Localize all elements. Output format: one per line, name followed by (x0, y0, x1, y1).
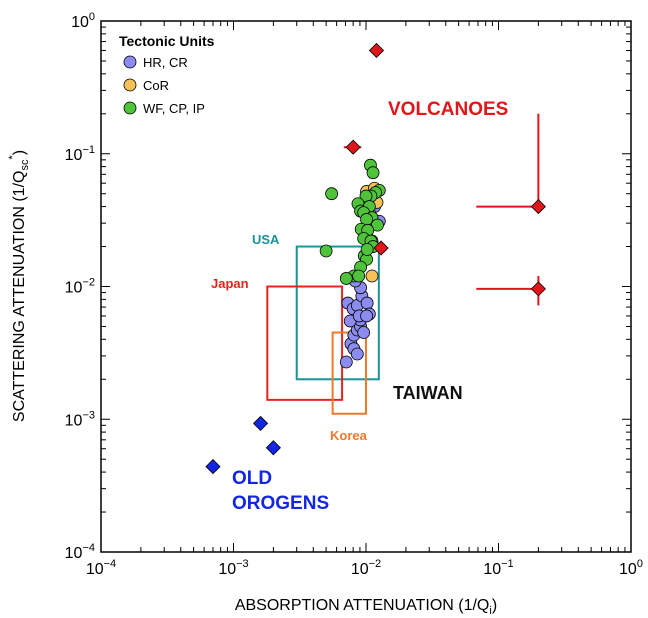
y-tick-label: 10−1 (65, 144, 95, 164)
x-tick-label: 10−4 (86, 558, 116, 578)
x-tick-label: 10−2 (351, 558, 381, 578)
region-boxes (266, 245, 380, 415)
x-tick-label: 10−1 (483, 558, 513, 578)
x-tick-label: 100 (619, 558, 643, 578)
point-wf-cp-ip (339, 272, 353, 285)
annotation-orogens: OROGENS (232, 493, 329, 514)
legend-title: Tectonic Units (119, 33, 215, 49)
point-wf-cp-ip (371, 218, 384, 232)
y-axis-title: SCATTERING ATTENUATION (1/Qsc*) (7, 150, 31, 422)
region-box-usa (295, 245, 380, 381)
y-axis-title-close: ) (11, 150, 28, 155)
y-tick-label: 10−4 (65, 542, 95, 562)
annotation-volcanoes: VOLCANOES (388, 99, 508, 120)
point-volcanoes (373, 240, 389, 256)
annotation-taiwan: TAIWAN (393, 383, 463, 403)
legend-label-cor: CoR (143, 78, 169, 93)
point-cor (365, 269, 379, 283)
point-volcanoes (530, 199, 546, 215)
legend-marker-hr-cr (123, 55, 137, 69)
x-axis-title-subscript: i (489, 605, 491, 617)
point-hr-cr (360, 296, 374, 310)
y-tick-label: 100 (71, 11, 95, 31)
point-wf-cp-ip (366, 166, 380, 180)
y-axis-title-superscript: * (7, 155, 19, 160)
x-tick-label: 10−3 (218, 558, 248, 578)
region-label-korea: Korea (330, 428, 368, 443)
legend-label-hr-cr: HR, CR (143, 55, 188, 70)
point-hr-cr (360, 309, 373, 323)
region-label-usa: USA (252, 232, 280, 247)
point-old-orogens (205, 459, 221, 475)
point-wf-cp-ip (360, 243, 374, 256)
point-hr-cr (339, 355, 353, 369)
legend-label-wf-cp-ip: WF, CP, IP (143, 101, 205, 116)
region-label-japan: Japan (211, 276, 249, 291)
point-wf-cp-ip (352, 269, 366, 283)
point-hr-cr (357, 326, 371, 339)
y-tick-label: 10−2 (65, 277, 95, 297)
region-box-japan (266, 285, 344, 401)
data-points (205, 42, 546, 475)
point-volcanoes (345, 139, 361, 155)
point-volcanoes (530, 281, 546, 297)
y-tick-label: 10−3 (65, 409, 95, 429)
point-old-orogens (265, 440, 281, 456)
point-wf-cp-ip (319, 244, 333, 258)
y-axis-title-subscript: sc (19, 159, 31, 171)
annotation-old: OLD (232, 468, 272, 489)
point-hr-cr (350, 347, 364, 361)
legend-marker-wf-cp-ip (123, 101, 137, 115)
axis-ticks: 10−4 10−3 10−2 10−1 100 10−4 10−3 10−2 10−1 100 (65, 11, 643, 578)
legend-marker-cor (123, 78, 137, 92)
x-axis-title: ABSORPTION ATTENUATION (1/Qi) (235, 597, 497, 617)
point-volcanoes (368, 42, 385, 59)
x-axis-title-close: ) (492, 597, 497, 614)
legend: Tectonic Units HR, CR CoR WF, CP, IP (119, 33, 215, 116)
point-wf-cp-ip (325, 187, 338, 201)
point-old-orogens (252, 415, 269, 431)
